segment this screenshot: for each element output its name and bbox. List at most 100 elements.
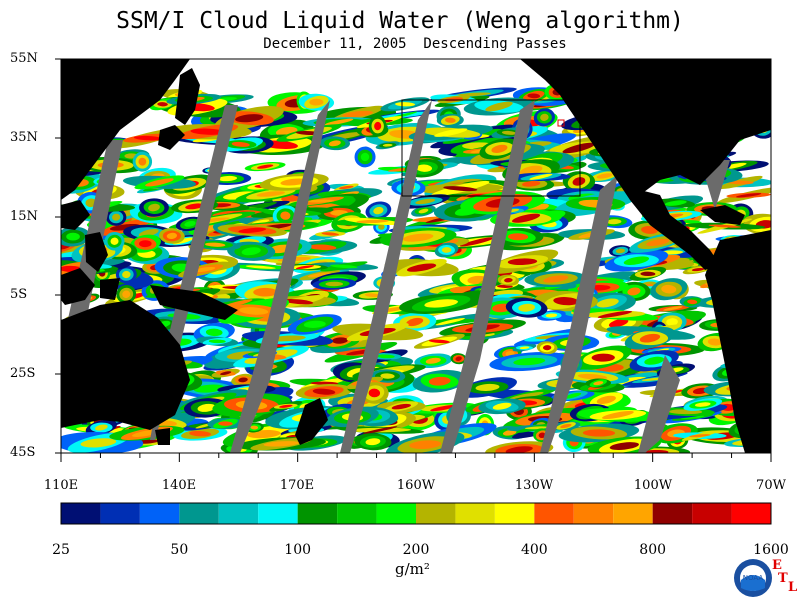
- cloud-patch: [282, 299, 314, 305]
- cloud-patch: [582, 429, 616, 437]
- land-north-america: [520, 59, 771, 195]
- land-taiwan-china: [61, 200, 90, 230]
- cloud-patch: [308, 244, 337, 251]
- longitude-label: 100W: [633, 478, 673, 493]
- cloud-patch: [185, 203, 204, 210]
- cloud-patch: [608, 318, 629, 328]
- cloud-patch: [148, 203, 160, 212]
- longitude-label: 160W: [396, 478, 436, 493]
- cloud-patch: [157, 102, 168, 107]
- colorbar-swatch: [534, 503, 574, 524]
- latitude-ticks: [55, 58, 61, 454]
- cloud-patch: [492, 402, 512, 410]
- cloud-patch: [312, 388, 336, 395]
- cloud-patch: [364, 293, 381, 298]
- longitude-label: 130W: [514, 478, 554, 493]
- cloud-patch: [623, 256, 650, 266]
- cloud-patch: [241, 247, 261, 256]
- colorbar: [60, 502, 772, 525]
- cloud-patch: [459, 237, 494, 247]
- land-new-zealand: [295, 398, 328, 445]
- colorbar-swatch: [218, 503, 259, 524]
- cloud-patch: [66, 232, 80, 241]
- cloud-patch: [591, 353, 615, 362]
- cloud-patch: [257, 164, 274, 169]
- cloud-patch: [362, 426, 398, 434]
- cloud-patch: [415, 198, 436, 205]
- cloud-patch: [507, 233, 529, 241]
- cloud-patch: [509, 391, 544, 400]
- colorbar-label: 50: [170, 542, 189, 558]
- cloud-patch: [597, 310, 633, 318]
- cloud-patch: [295, 265, 315, 270]
- cloud-patch: [664, 200, 687, 206]
- colorbar-swatch: [179, 503, 219, 524]
- cloud-patch: [627, 287, 641, 296]
- cloud-patch: [485, 101, 513, 112]
- cloud-patch: [511, 213, 541, 223]
- longitude-label: 170E: [279, 478, 315, 493]
- cloud-patch: [110, 237, 119, 245]
- cloud-patch: [406, 263, 437, 272]
- cloud-patch: [307, 272, 332, 278]
- cloud-patch: [308, 199, 335, 203]
- cloud-patch: [122, 290, 131, 298]
- cloud-patch: [330, 264, 358, 269]
- cloud-patch: [205, 242, 226, 247]
- cloud-patch: [278, 404, 293, 408]
- land-masses: [61, 59, 771, 453]
- cloud-patch: [197, 403, 216, 412]
- cloud-patch: [425, 357, 441, 364]
- colorbar-label: 1600: [753, 542, 789, 558]
- cloud-patch: [324, 118, 354, 126]
- latitude-label: 25S: [10, 366, 36, 381]
- cloud-patch: [560, 423, 572, 429]
- cloud-patch: [218, 175, 238, 182]
- colorbar-swatch: [258, 503, 298, 524]
- cloud-patch: [190, 128, 226, 135]
- land-south-america: [705, 230, 771, 453]
- cloud-patch: [504, 278, 513, 283]
- cloud-patch: [646, 238, 670, 247]
- land-mexico: [560, 95, 720, 270]
- etl-letter-e: E: [772, 558, 782, 573]
- cloud-patch: [428, 339, 450, 344]
- swath-gap: [638, 355, 680, 453]
- colorbar-label: 100: [284, 542, 312, 558]
- cloud-patch: [416, 164, 433, 172]
- cloud-patch: [606, 219, 622, 225]
- cloud-patch: [365, 438, 381, 446]
- colorbar-swatch: [573, 503, 614, 524]
- cloud-patch: [708, 224, 741, 228]
- site-marker: [557, 119, 565, 127]
- cloud-patch: [491, 144, 508, 153]
- latitude-label: 5S: [10, 287, 28, 302]
- cloud-patch: [189, 430, 212, 437]
- cloud-patch: [80, 438, 117, 448]
- cloud-patch: [122, 271, 131, 279]
- cloud-patch: [540, 113, 549, 121]
- latitude-label: 15N: [10, 209, 38, 224]
- cloud-patch: [95, 424, 108, 431]
- cloud-patch: [641, 226, 659, 234]
- cloud-patch: [303, 320, 326, 328]
- cloud-patch: [694, 402, 711, 407]
- cloud-patch: [145, 178, 174, 187]
- cloud-patch: [529, 173, 553, 180]
- cloud-patch: [640, 271, 656, 277]
- cloud-patch: [109, 223, 141, 231]
- cloud-patch: [562, 142, 595, 154]
- cloud-patch: [409, 440, 442, 449]
- latitude-label: 45S: [10, 445, 36, 460]
- colorbar-swatch: [613, 503, 653, 524]
- cloud-patch: [455, 356, 462, 361]
- cloud-patch: [325, 281, 344, 287]
- map-plot-area: [61, 59, 771, 453]
- land-asia: [61, 59, 190, 200]
- cloud-patch: [402, 233, 434, 242]
- cloud-patch: [644, 356, 665, 365]
- cloud-patch: [691, 268, 705, 272]
- map-subtitle: December 11, 2005 Descending Passes: [263, 36, 567, 52]
- cloud-patch: [133, 135, 163, 141]
- land-japan: [175, 68, 200, 125]
